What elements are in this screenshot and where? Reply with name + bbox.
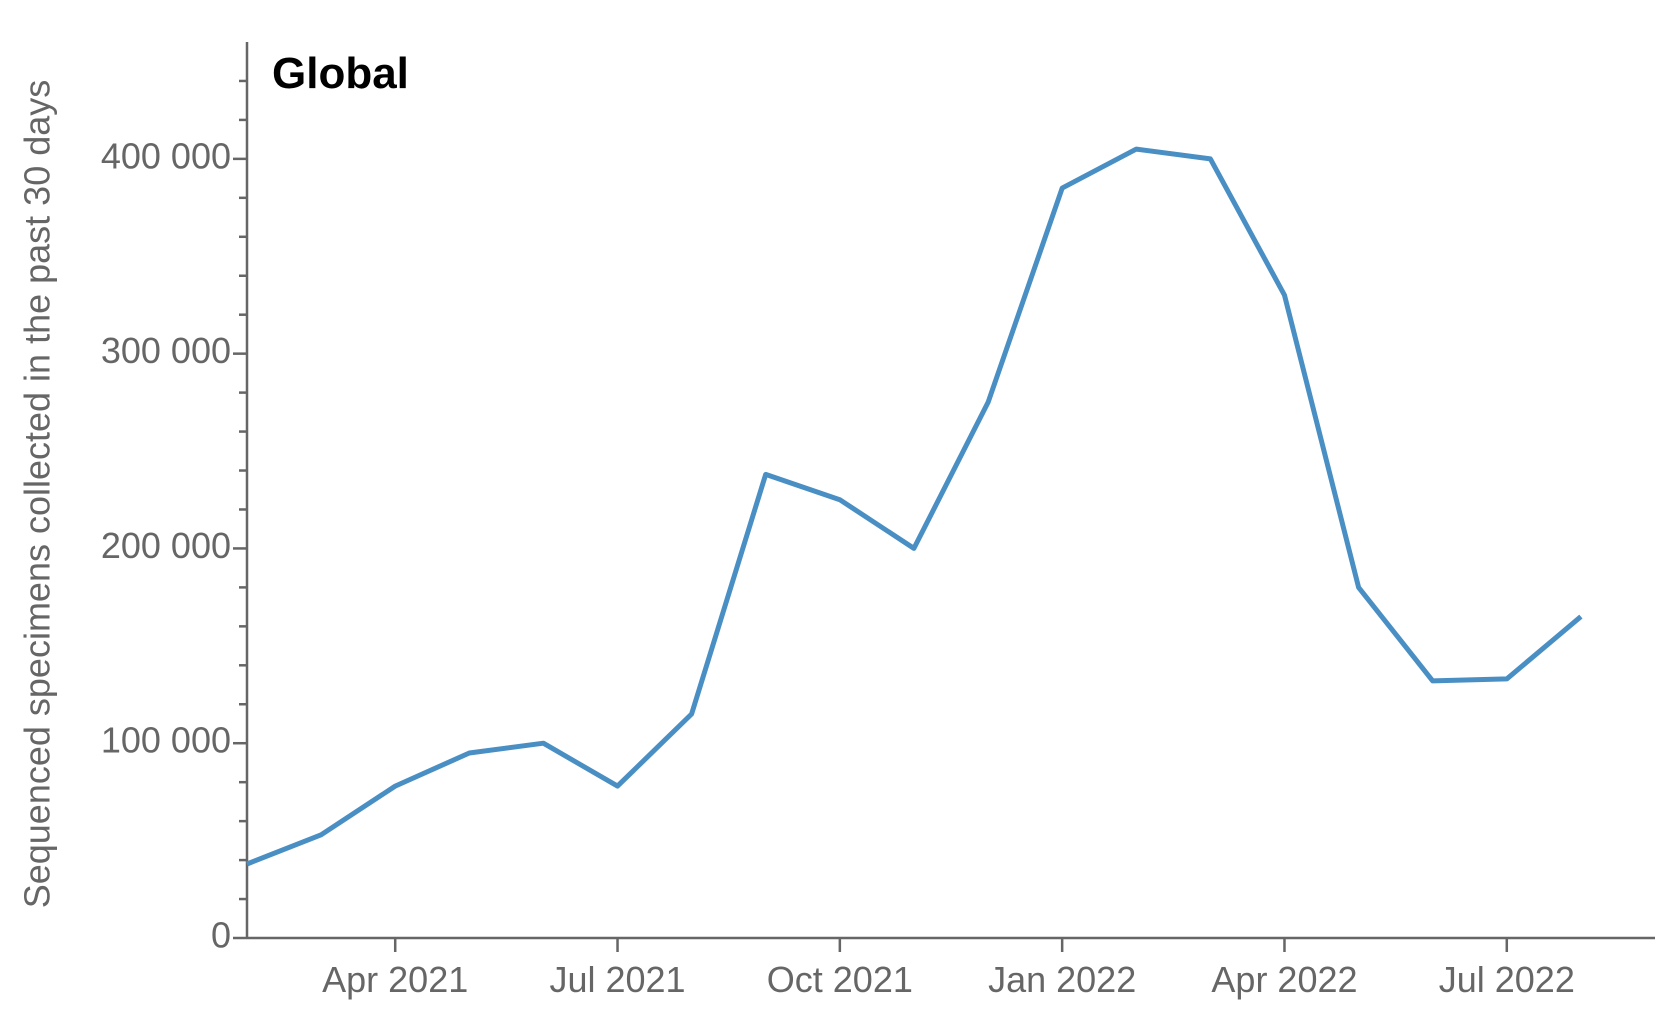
x-tick-label: Oct 2021 xyxy=(767,959,913,1000)
y-tick-label: 200 000 xyxy=(101,525,231,566)
chart-title: Global xyxy=(272,49,409,98)
x-tick-label: Jan 2022 xyxy=(988,959,1136,1000)
x-tick-label: Apr 2021 xyxy=(322,959,468,1000)
data-line xyxy=(246,146,1583,867)
y-tick-label: 300 000 xyxy=(101,330,231,371)
y-tick-label: 100 000 xyxy=(101,720,231,761)
y-axis-label: Sequenced specimens collected in the pas… xyxy=(17,80,58,909)
x-tick-label: Apr 2022 xyxy=(1211,959,1357,1000)
y-tick-label: 400 000 xyxy=(101,135,231,176)
x-tick-label: Jul 2021 xyxy=(549,959,685,1000)
x-tick-label: Jul 2022 xyxy=(1439,959,1575,1000)
y-tick-label: 0 xyxy=(211,915,231,956)
